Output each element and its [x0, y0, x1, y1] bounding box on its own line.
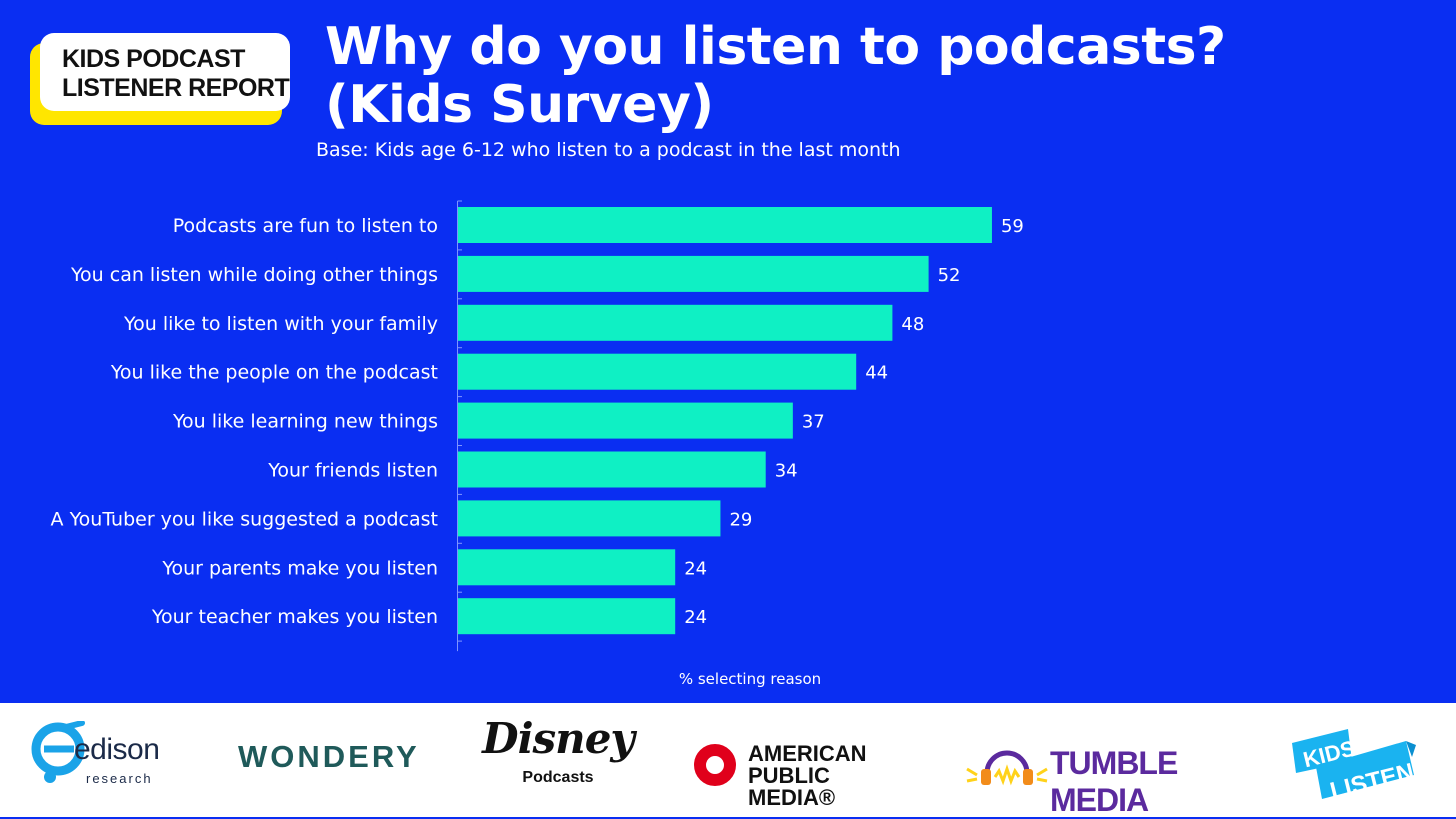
edison-subtext: research — [86, 771, 153, 786]
sponsor-footer: edison research WONDERY Disney Podcasts … — [0, 703, 1456, 818]
category-label: You like the people on the podcast — [110, 362, 438, 384]
data-label: 52 — [938, 265, 961, 286]
tumble-wordmark: TUMBLE MEDIA — [1050, 745, 1178, 818]
title-line-1: Why do you listen to podcasts? — [325, 17, 1226, 77]
x-axis-title: % selecting reason — [679, 670, 821, 688]
edison-bulb-icon — [31, 721, 85, 783]
kids-listen-banner: KIDS LISTEN — [1292, 729, 1417, 801]
disney-podcasts-logo: Disney Podcasts — [478, 715, 638, 805]
data-label: 48 — [901, 314, 924, 335]
bar — [458, 549, 676, 586]
category-label: Your friends listen — [267, 460, 438, 482]
category-label: Podcasts are fun to listen to — [173, 215, 438, 237]
category-label: You can listen while doing other things — [70, 264, 438, 286]
bar — [458, 500, 721, 537]
apm-wordmark: AMERICAN PUBLIC MEDIA® — [748, 743, 923, 809]
category-label: Your parents make you listen — [161, 557, 438, 579]
bar — [458, 402, 793, 439]
badge-line-1: KIDS PODCAST — [62, 45, 245, 73]
data-label: 34 — [775, 461, 798, 482]
edison-wordmark: edison — [74, 733, 160, 766]
bar — [458, 255, 929, 292]
edison-research-logo: edison research — [30, 721, 180, 791]
bars-group: Podcasts are fun to listen to 59 You can l… — [51, 207, 1024, 635]
report-badge: KIDS PODCAST LISTENER REPORT — [30, 33, 292, 125]
disney-wordmark: Disney — [482, 714, 635, 763]
category-label: Your teacher makes you listen — [151, 606, 438, 628]
kids-listen-logo: KIDS LISTEN — [1288, 721, 1418, 801]
apm-line-2: PUBLIC MEDIA® — [748, 763, 836, 810]
category-label: You like to listen with your family — [123, 313, 438, 335]
category-label: You like learning new things — [172, 411, 438, 433]
chart-subtitle: Base: Kids age 6-12 who listen to a podc… — [316, 139, 901, 161]
disney-subtext: Podcasts — [522, 769, 594, 786]
bar — [458, 353, 857, 390]
data-label: 29 — [729, 509, 752, 530]
chart-title: Why do you listen to podcasts? (Kids Sur… — [325, 18, 1226, 134]
data-label: 37 — [802, 412, 825, 433]
data-label: 59 — [1001, 216, 1024, 237]
bar-chart: Podcasts are fun to listen to 59 You can l… — [51, 200, 1024, 688]
bar — [458, 207, 992, 243]
title-line-2: (Kids Survey) — [325, 75, 714, 135]
tumble-media-logo: TUMBLE MEDIA — [965, 741, 1225, 818]
apm-ring-icon — [694, 744, 736, 786]
wondery-logo: WONDERY — [238, 739, 420, 774]
apm-line-1: AMERICAN — [748, 741, 867, 766]
data-label: 44 — [865, 363, 888, 384]
bar — [458, 304, 893, 341]
category-label: A YouTuber you like suggested a podcast — [51, 508, 438, 530]
bar — [458, 598, 676, 635]
bar — [458, 451, 766, 488]
data-label: 24 — [684, 607, 707, 628]
badge-card: KIDS PODCAST LISTENER REPORT — [40, 33, 290, 111]
badge-line-2: LISTENER REPORT — [62, 74, 290, 102]
axis-group — [457, 200, 462, 652]
data-label: 24 — [684, 558, 707, 579]
american-public-media-logo: AMERICAN PUBLIC MEDIA® — [693, 743, 923, 809]
headphones-icon — [966, 750, 1048, 786]
